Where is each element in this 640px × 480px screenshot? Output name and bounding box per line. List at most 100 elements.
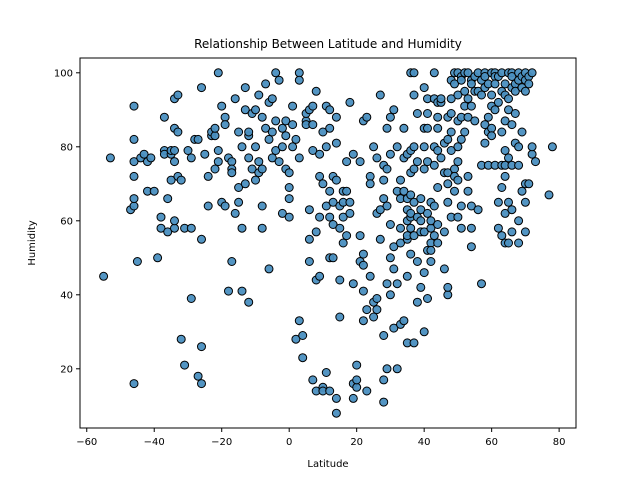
data-point xyxy=(358,316,368,326)
data-point xyxy=(385,290,395,300)
data-point xyxy=(345,197,355,207)
data-point xyxy=(173,127,183,137)
data-point xyxy=(227,157,237,167)
data-point xyxy=(294,153,304,163)
data-point xyxy=(227,168,237,178)
data-point xyxy=(210,164,220,174)
data-point xyxy=(406,208,416,218)
data-point xyxy=(382,123,392,133)
data-point xyxy=(392,364,402,374)
data-point xyxy=(443,290,453,300)
x-tick-label: −20 xyxy=(211,437,232,448)
data-point xyxy=(288,101,298,111)
data-point xyxy=(450,164,459,174)
data-point xyxy=(483,112,493,122)
data-point xyxy=(308,101,318,111)
data-point xyxy=(247,164,257,174)
data-point xyxy=(281,116,291,126)
data-point xyxy=(251,142,260,152)
data-point xyxy=(234,127,244,137)
data-point xyxy=(385,149,395,159)
data-point xyxy=(203,201,213,211)
y-tick-label: 100 xyxy=(54,68,73,79)
data-point xyxy=(406,249,416,259)
data-point xyxy=(463,68,473,78)
data-point xyxy=(129,194,139,204)
data-point xyxy=(365,171,375,181)
data-point xyxy=(338,212,348,222)
data-point xyxy=(159,112,169,122)
data-point xyxy=(129,134,139,144)
data-point xyxy=(277,123,287,133)
data-point xyxy=(99,271,109,281)
data-point xyxy=(315,149,325,159)
data-point xyxy=(426,257,436,266)
data-point xyxy=(396,238,405,248)
data-point xyxy=(153,253,163,263)
data-point xyxy=(308,120,318,130)
data-point xyxy=(497,183,507,192)
data-point xyxy=(257,164,267,174)
data-point xyxy=(402,271,412,281)
data-point xyxy=(308,375,318,385)
data-point xyxy=(197,83,206,93)
data-point xyxy=(500,116,510,126)
data-point xyxy=(186,294,196,303)
data-point xyxy=(197,234,206,244)
data-point xyxy=(446,146,456,155)
data-point xyxy=(429,231,439,241)
data-point xyxy=(315,212,325,222)
data-point xyxy=(493,97,503,107)
data-point xyxy=(318,179,328,189)
data-point xyxy=(453,212,463,222)
data-point xyxy=(504,197,513,207)
data-point xyxy=(433,146,443,155)
data-point xyxy=(517,127,527,137)
data-point xyxy=(298,331,308,340)
data-point xyxy=(213,68,223,78)
data-point xyxy=(335,223,345,233)
data-point xyxy=(210,123,220,133)
data-point xyxy=(325,186,335,196)
data-point xyxy=(419,142,429,152)
data-point xyxy=(500,79,510,89)
data-point xyxy=(284,212,294,222)
data-point xyxy=(504,153,513,163)
data-point xyxy=(466,223,476,233)
data-point xyxy=(284,194,294,204)
x-tick-label: 40 xyxy=(418,437,431,448)
data-point xyxy=(304,257,314,266)
data-point xyxy=(264,134,274,144)
data-point xyxy=(493,197,503,207)
data-point xyxy=(230,208,240,218)
data-point xyxy=(379,331,389,340)
x-tick-label: 0 xyxy=(286,437,292,448)
data-point xyxy=(399,123,409,133)
data-point xyxy=(504,238,513,248)
data-point xyxy=(321,201,331,211)
data-point xyxy=(369,142,379,152)
data-point xyxy=(446,94,456,104)
data-point xyxy=(129,379,139,389)
data-point xyxy=(409,197,419,207)
data-point xyxy=(439,227,449,237)
data-point xyxy=(315,171,325,181)
data-point xyxy=(325,105,335,115)
data-point xyxy=(419,327,429,337)
data-point xyxy=(470,116,480,126)
data-point xyxy=(412,109,422,118)
data-point xyxy=(507,120,517,130)
data-point xyxy=(460,127,470,137)
data-point xyxy=(358,249,368,259)
data-point xyxy=(311,86,321,96)
data-point xyxy=(291,134,301,144)
data-point xyxy=(389,105,399,115)
data-point xyxy=(443,134,453,144)
data-point xyxy=(389,242,399,252)
data-point xyxy=(419,83,429,93)
data-point xyxy=(453,175,463,185)
data-point xyxy=(504,94,513,104)
data-point xyxy=(436,153,446,163)
data-point xyxy=(480,138,490,148)
data-point xyxy=(186,153,196,163)
